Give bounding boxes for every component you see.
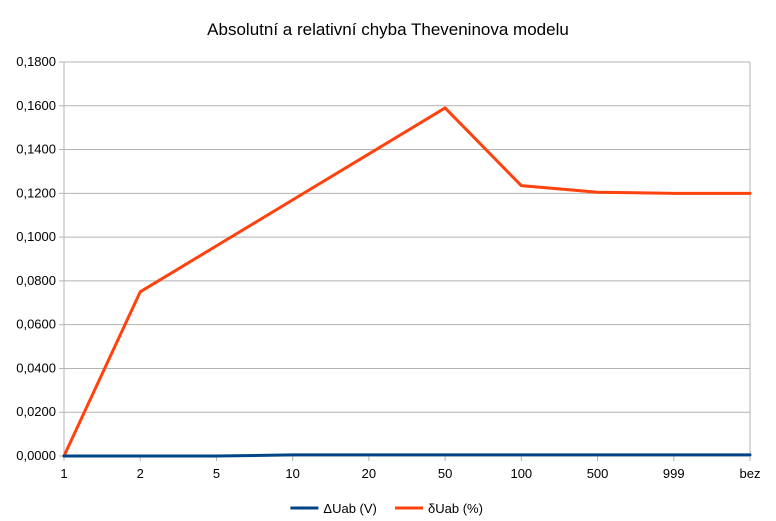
x-tick-label: 1 — [60, 466, 67, 481]
y-tick-label: 0,1000 — [16, 229, 56, 244]
y-axis-tick-labels: 0,0000 0,0200 0,0400 0,0600 0,0800 0,1000 0,12… — [16, 54, 56, 463]
x-tick-label: 100 — [510, 466, 532, 481]
x-tick-label: 999 — [663, 466, 685, 481]
y-tick-label: 0,1400 — [16, 142, 56, 157]
x-tick-label: bez — [740, 466, 761, 481]
series-line-1 — [62, 106, 752, 458]
y-tick-label: 0,1600 — [16, 98, 56, 113]
x-tick-label: 20 — [362, 466, 376, 481]
legend: ΔUab (V) δUab (%) — [290, 501, 483, 516]
legend-label: ΔUab (V) — [323, 501, 376, 516]
y-tick-label: 0,0600 — [16, 317, 56, 332]
chart-title: Absolutní a relativní chyba Theveninova … — [207, 20, 569, 39]
grid — [64, 61, 750, 413]
x-tick-label: 500 — [587, 466, 609, 481]
series-line-0 — [62, 453, 752, 458]
x-tick-label: 2 — [137, 466, 144, 481]
y-tick-label: 0,0800 — [16, 273, 56, 288]
y-tick-label: 0,1800 — [16, 54, 56, 69]
x-tick-label: 50 — [438, 466, 452, 481]
legend-label: δUab (%) — [428, 501, 483, 516]
y-tick-label: 0,0400 — [16, 360, 56, 375]
y-tick-label: 0,0200 — [16, 404, 56, 419]
axes — [59, 61, 751, 461]
series-lines — [62, 106, 752, 458]
y-tick-label: 0,1200 — [16, 185, 56, 200]
x-tick-label: 5 — [213, 466, 220, 481]
x-tick-label: 10 — [285, 466, 299, 481]
x-axis-tick-labels: 1 2 5 10 20 50 100 500 999 bez — [60, 466, 760, 481]
y-tick-label: 0,0000 — [16, 448, 56, 463]
